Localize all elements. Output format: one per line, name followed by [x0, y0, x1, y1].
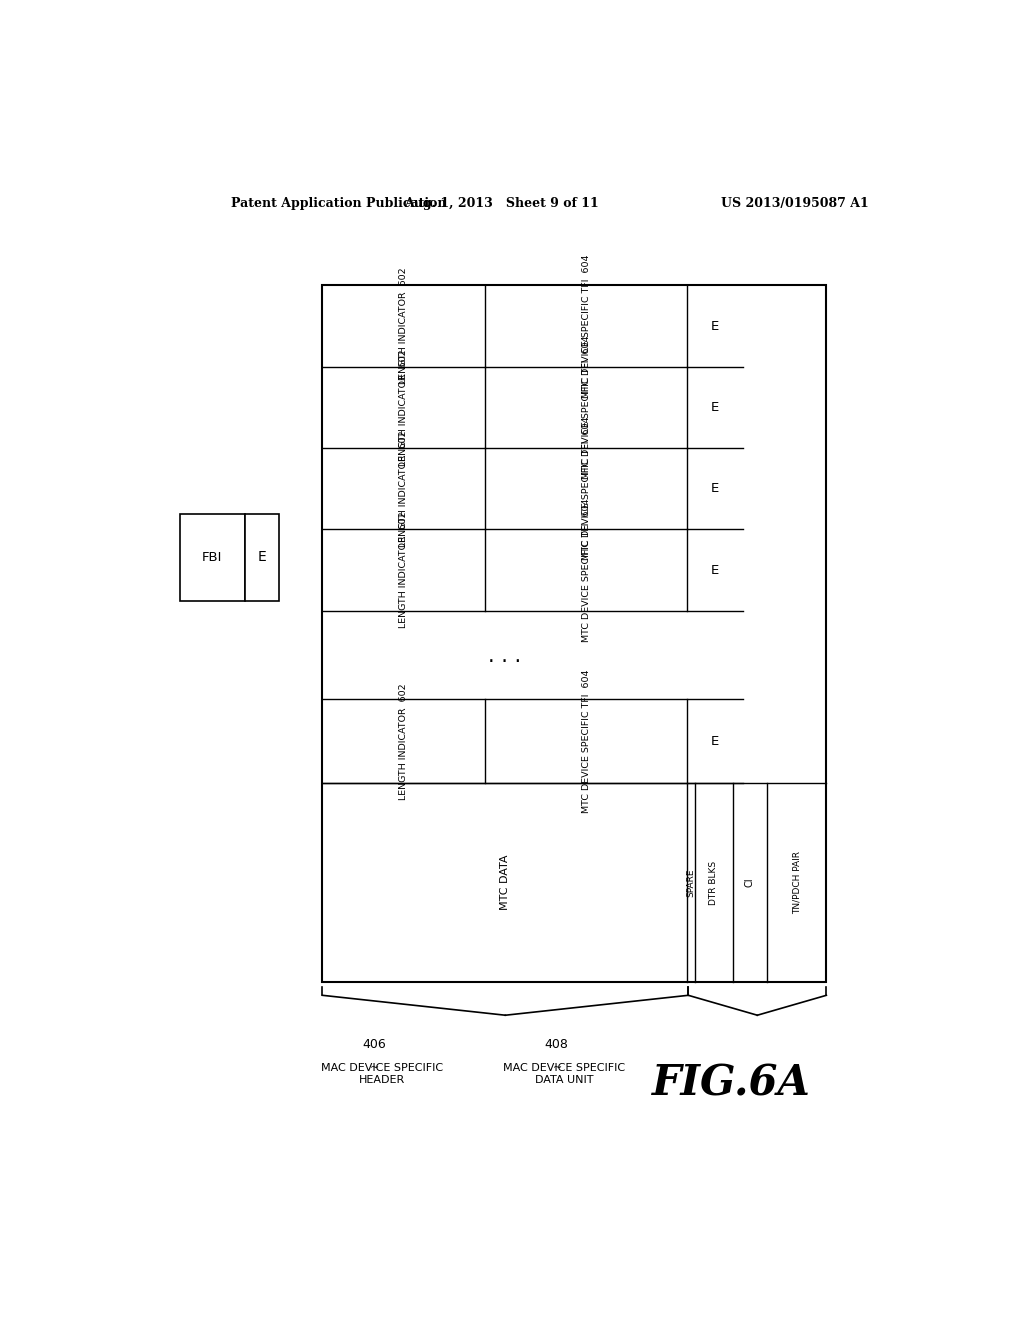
Text: LENGTH INDICATOR  602: LENGTH INDICATOR 602 — [399, 430, 409, 546]
Text: MTC DEVICE SPECIFIC TFI  604: MTC DEVICE SPECIFIC TFI 604 — [582, 498, 591, 642]
Text: E: E — [711, 401, 720, 414]
Text: LENGTH INDICATOR  602: LENGTH INDICATOR 602 — [399, 512, 409, 628]
Text: E: E — [711, 482, 720, 495]
Text: MTC DEVICE SPECIFIC TFI  604: MTC DEVICE SPECIFIC TFI 604 — [582, 335, 591, 479]
Text: MAC DEVICE SPECIFIC
DATA UNIT: MAC DEVICE SPECIFIC DATA UNIT — [504, 1063, 626, 1085]
Text: MAC DEVICE SPECIFIC
HEADER: MAC DEVICE SPECIFIC HEADER — [321, 1063, 443, 1085]
Text: E: E — [711, 564, 720, 577]
Text: ~: ~ — [553, 1063, 562, 1073]
Text: . . .: . . . — [488, 647, 521, 667]
Text: FIG.6A: FIG.6A — [651, 1063, 811, 1105]
Text: LENGTH INDICATOR  602: LENGTH INDICATOR 602 — [399, 348, 409, 466]
Text: MTC DEVICE SPECIFIC TFI  604: MTC DEVICE SPECIFIC TFI 604 — [582, 417, 591, 561]
Text: 406: 406 — [362, 1038, 386, 1051]
Bar — [323, 285, 826, 982]
Text: 408: 408 — [545, 1038, 568, 1051]
Text: ~: ~ — [370, 1063, 379, 1073]
Bar — [179, 515, 245, 601]
Text: DTR BLKS: DTR BLKS — [710, 861, 718, 904]
Text: E: E — [711, 319, 720, 333]
Text: SPARE: SPARE — [686, 869, 695, 896]
Text: MTC DEVICE SPECIFIC TFI  604: MTC DEVICE SPECIFIC TFI 604 — [582, 669, 591, 813]
Bar — [246, 515, 279, 601]
Text: US 2013/0195087 A1: US 2013/0195087 A1 — [721, 197, 868, 210]
Text: E: E — [711, 735, 720, 748]
Text: MTC DEVICE SPECIFIC TFI  604: MTC DEVICE SPECIFIC TFI 604 — [582, 255, 591, 397]
Text: Patent Application Publication: Patent Application Publication — [231, 197, 446, 210]
Text: TN/PDCH PAIR: TN/PDCH PAIR — [793, 851, 801, 913]
Text: LENGTH INDICATOR  602: LENGTH INDICATOR 602 — [399, 268, 409, 384]
Text: CI: CI — [744, 878, 755, 887]
Text: LENGTH INDICATOR  602: LENGTH INDICATOR 602 — [399, 682, 409, 800]
Text: E: E — [258, 550, 266, 565]
Text: Aug. 1, 2013   Sheet 9 of 11: Aug. 1, 2013 Sheet 9 of 11 — [403, 197, 598, 210]
Text: MTC DATA: MTC DATA — [500, 855, 510, 911]
Text: FBI: FBI — [202, 550, 222, 564]
